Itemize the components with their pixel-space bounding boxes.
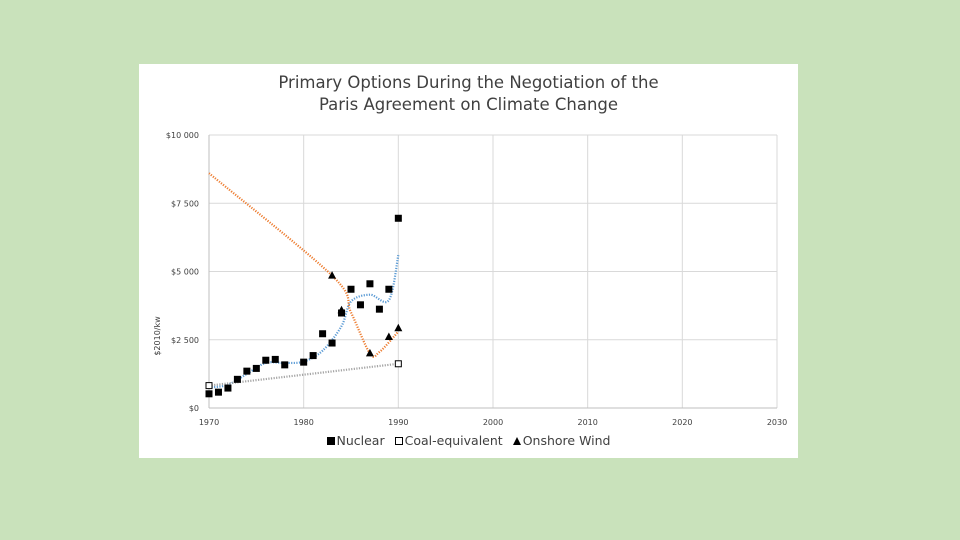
x-tick-label: 1990 — [388, 418, 408, 427]
y-tick-label: $5 000 — [171, 268, 199, 277]
marker-nuclear — [281, 361, 289, 369]
y-axis-title: $2010/kw — [153, 316, 162, 356]
chart-title: Primary Options During the Negotiation o… — [139, 72, 798, 116]
legend-label-coal: Coal-equivalent — [404, 433, 503, 448]
marker-nuclear — [271, 355, 279, 363]
trendline-nuclear — [208, 254, 400, 389]
x-tick-label: 2010 — [577, 418, 597, 427]
marker-onshore-wind — [337, 305, 346, 314]
marker-coal-equivalent — [205, 382, 213, 390]
data-markers — [205, 214, 403, 398]
legend-item-nuclear: Nuclear — [326, 433, 385, 448]
marker-onshore-wind — [365, 348, 374, 357]
x-tick-label: 1980 — [293, 418, 313, 427]
marker-nuclear — [262, 356, 270, 364]
chart-legend: Nuclear Coal-equivalent Onshore Wind — [139, 433, 798, 448]
marker-nuclear — [224, 384, 232, 392]
chart-title-line-2: Paris Agreement on Climate Change — [318, 95, 619, 114]
triangle-marker-icon — [512, 436, 521, 445]
marker-nuclear — [233, 375, 241, 383]
x-tick-label: 2020 — [672, 418, 692, 427]
y-tick-label: $7 500 — [171, 199, 199, 208]
axes: $0 $2 500 $5 000 $7 500 $10 000 1970 1980 1990 2… — [166, 131, 787, 427]
marker-nuclear — [252, 364, 260, 372]
marker-nuclear — [205, 390, 213, 398]
marker-nuclear — [309, 352, 317, 360]
chart-card: Primary Options During the Negotiation o… — [139, 64, 798, 458]
legend-label-nuclear: Nuclear — [336, 433, 385, 448]
marker-nuclear — [375, 305, 383, 313]
chart-plot: $0 $2 500 $5 000 $7 500 $10 000 1970 1980 1990 2… — [153, 131, 787, 427]
marker-nuclear — [319, 330, 327, 338]
legend-label-wind: Onshore Wind — [522, 433, 611, 448]
marker-onshore-wind — [394, 323, 403, 332]
y-tick-label: $0 — [189, 404, 199, 413]
marker-nuclear — [366, 280, 374, 288]
marker-nuclear — [214, 388, 222, 396]
x-tick-label: 2000 — [483, 418, 503, 427]
legend-item-coal: Coal-equivalent — [394, 433, 503, 448]
marker-nuclear — [385, 285, 393, 293]
x-tick-label: 1970 — [199, 418, 219, 427]
marker-nuclear — [300, 358, 308, 366]
marker-nuclear — [328, 339, 336, 347]
marker-nuclear — [394, 214, 402, 222]
y-tick-label: $10 000 — [166, 131, 199, 140]
legend-item-wind: Onshore Wind — [512, 433, 611, 448]
x-tick-label: 2030 — [767, 418, 787, 427]
marker-coal-equivalent — [394, 360, 402, 368]
marker-onshore-wind — [384, 332, 393, 341]
trendline-coal-equivalent — [208, 362, 399, 387]
trendline-onshore-wind — [208, 172, 400, 358]
trendlines — [208, 172, 400, 389]
filled-square-marker-icon — [326, 436, 335, 445]
open-square-marker-icon — [394, 436, 403, 445]
y-tick-label: $2 500 — [171, 336, 199, 345]
marker-nuclear — [347, 285, 355, 293]
chart-title-line-1: Primary Options During the Negotiation o… — [278, 73, 659, 92]
marker-onshore-wind — [328, 271, 337, 279]
marker-nuclear — [243, 367, 251, 375]
marker-nuclear — [356, 301, 364, 309]
grid-lines — [209, 134, 778, 408]
